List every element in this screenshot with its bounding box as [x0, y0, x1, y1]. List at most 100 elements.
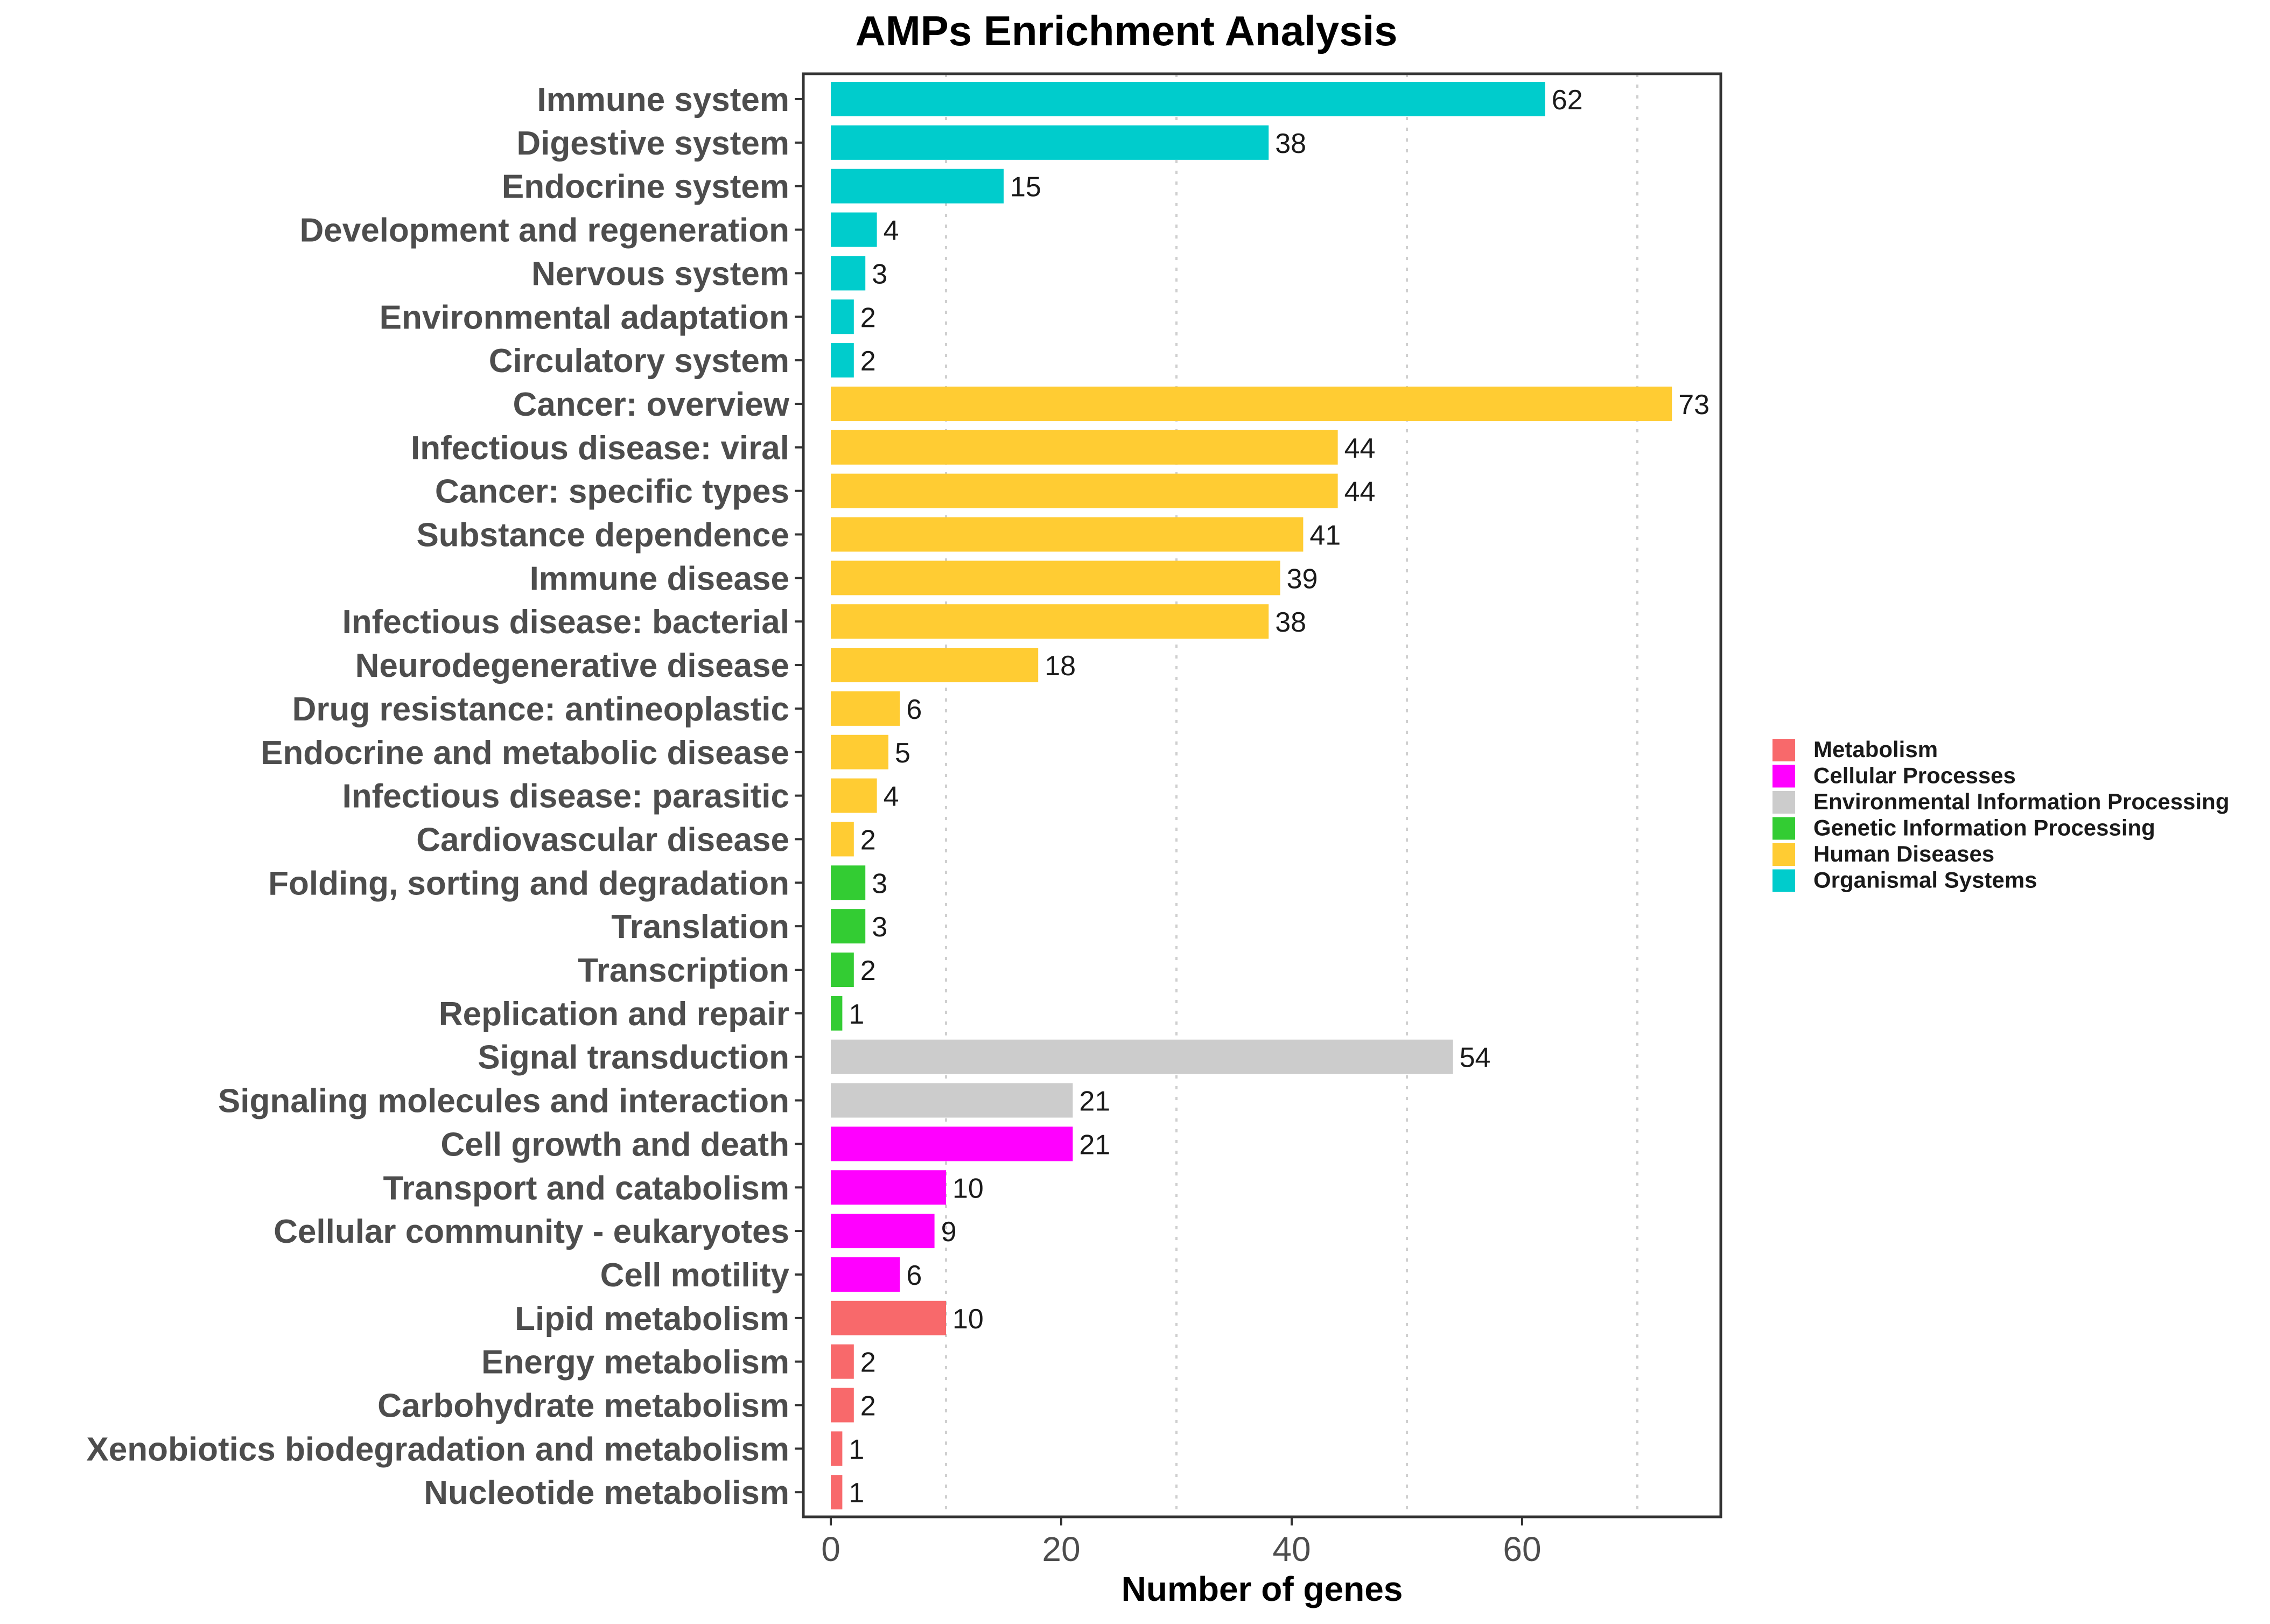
category-label: Cell motility — [600, 1257, 790, 1294]
value-label: 2 — [860, 302, 876, 333]
bar-cellular-community-eukaryotes — [831, 1214, 935, 1249]
x-tick-label: 20 — [1042, 1530, 1080, 1569]
category-label: Cancer: overview — [513, 386, 790, 423]
bar-folding-sorting-and-degradation — [831, 865, 866, 900]
category-label: Drug resistance: antineoplastic — [292, 691, 789, 728]
bar-cardiovascular-disease — [831, 822, 854, 857]
category-label: Substance dependence — [416, 517, 789, 554]
category-label: Signal transduction — [478, 1039, 789, 1076]
bar-nervous-system — [831, 256, 866, 291]
plot-panel-border — [802, 72, 1722, 1518]
category-label: Cell growth and death — [440, 1126, 789, 1163]
value-label: 38 — [1275, 607, 1306, 638]
value-label: 18 — [1045, 650, 1076, 682]
value-label: 1 — [849, 1434, 864, 1465]
bar-energy-metabolism — [831, 1344, 854, 1379]
value-label: 2 — [860, 1347, 876, 1378]
value-label: 4 — [884, 781, 899, 813]
category-label: Carbohydrate metabolism — [377, 1388, 789, 1425]
category-label: Infectious disease: parasitic — [342, 778, 789, 815]
legend-label: Cellular Processes — [1813, 763, 2016, 788]
category-label: Folding, sorting and degradation — [268, 865, 789, 902]
bar-cell-motility — [831, 1257, 900, 1292]
bar-substance-dependence — [831, 517, 1304, 552]
value-label: 15 — [1010, 172, 1041, 203]
axes-ticks: 0 20 40 60 — [795, 98, 1542, 1569]
category-label: Signaling molecules and interaction — [218, 1083, 789, 1120]
legend-label: Human Diseases — [1813, 841, 1994, 866]
value-label: 21 — [1079, 1129, 1110, 1160]
category-label: Lipid metabolism — [515, 1300, 789, 1338]
bar-immune-system — [831, 82, 1545, 116]
category-label: Environmental adaptation — [380, 299, 789, 336]
bar-nucleotide-metabolism — [831, 1475, 843, 1510]
bar-translation — [831, 909, 866, 944]
bar-endocrine-and-metabolic-disease — [831, 734, 888, 769]
bar-neurodegenerative-disease — [831, 648, 1039, 683]
value-label: 3 — [872, 912, 887, 943]
value-label: 9 — [941, 1216, 957, 1248]
bars-group — [831, 82, 1672, 1510]
value-label: 39 — [1287, 563, 1318, 594]
value-label: 54 — [1460, 1042, 1491, 1074]
legend-key-organismal-systems — [1772, 869, 1795, 892]
x-tick-label: 60 — [1503, 1530, 1541, 1569]
bar-lipid-metabolism — [831, 1300, 946, 1335]
value-label: 2 — [860, 346, 876, 377]
legend-key-genetic-information-processing — [1772, 817, 1795, 840]
legend-key-human-diseases — [1772, 843, 1795, 866]
chart-title: AMPs Enrichment Analysis — [855, 7, 1397, 54]
value-label: 1 — [849, 1478, 864, 1509]
category-label: Neurodegenerative disease — [355, 647, 789, 684]
bar-transport-and-catabolism — [831, 1170, 946, 1205]
legend-label: Metabolism — [1813, 737, 1938, 762]
value-label: 38 — [1275, 128, 1306, 159]
category-label: Immune system — [537, 81, 789, 118]
legend-key-cellular-processes — [1772, 765, 1795, 788]
value-label: 6 — [906, 694, 922, 725]
value-label: 3 — [872, 258, 887, 290]
category-label: Cancer: specific types — [435, 473, 789, 510]
bar-infectious-disease-viral — [831, 430, 1338, 465]
category-label: Immune disease — [530, 560, 789, 597]
bar-infectious-disease-parasitic — [831, 778, 877, 813]
category-label: Nucleotide metabolism — [424, 1474, 789, 1511]
value-label: 44 — [1344, 433, 1376, 464]
category-label: Endocrine system — [502, 169, 789, 206]
bar-signaling-molecules-and-interaction — [831, 1083, 1073, 1118]
value-label: 2 — [860, 1391, 876, 1422]
category-label: Nervous system — [531, 255, 789, 292]
x-tick-label: 0 — [821, 1530, 840, 1569]
value-labels: 6238154322734444413938186542332154212110… — [849, 85, 1709, 1509]
bar-circulatory-system — [831, 343, 854, 378]
value-label: 73 — [1678, 389, 1709, 421]
value-label: 10 — [952, 1304, 984, 1335]
category-label: Energy metabolism — [481, 1344, 789, 1381]
legend-label: Environmental Information Processing — [1813, 789, 2229, 814]
bar-cell-growth-and-death — [831, 1126, 1073, 1161]
bar-cancer-specific-types — [831, 473, 1338, 508]
bar-endocrine-system — [831, 169, 1004, 204]
value-label: 44 — [1344, 477, 1376, 508]
category-label: Transport and catabolism — [383, 1170, 789, 1207]
bar-signal-transduction — [831, 1039, 1453, 1074]
bar-development-and-regeneration — [831, 212, 877, 247]
value-label: 3 — [872, 868, 887, 899]
bar-cancer-overview — [831, 386, 1672, 421]
bar-replication-and-repair — [831, 996, 843, 1031]
category-label: Development and regeneration — [299, 212, 789, 249]
value-label: 1 — [849, 999, 864, 1030]
x-axis-label: Number of genes — [1122, 1570, 1403, 1608]
x-tick-label: 40 — [1272, 1530, 1311, 1569]
legend-label: Genetic Information Processing — [1813, 815, 2155, 841]
bar-drug-resistance-antineoplastic — [831, 691, 900, 726]
category-label: Digestive system — [516, 125, 789, 162]
bar-immune-disease — [831, 561, 1280, 596]
bar-transcription — [831, 953, 854, 987]
grid-lines — [945, 74, 1638, 1517]
legend-key-metabolism — [1772, 739, 1795, 761]
category-label: Translation — [611, 908, 789, 946]
category-label: Cardiovascular disease — [416, 821, 789, 858]
legend-key-environmental-information-processing — [1772, 791, 1795, 814]
